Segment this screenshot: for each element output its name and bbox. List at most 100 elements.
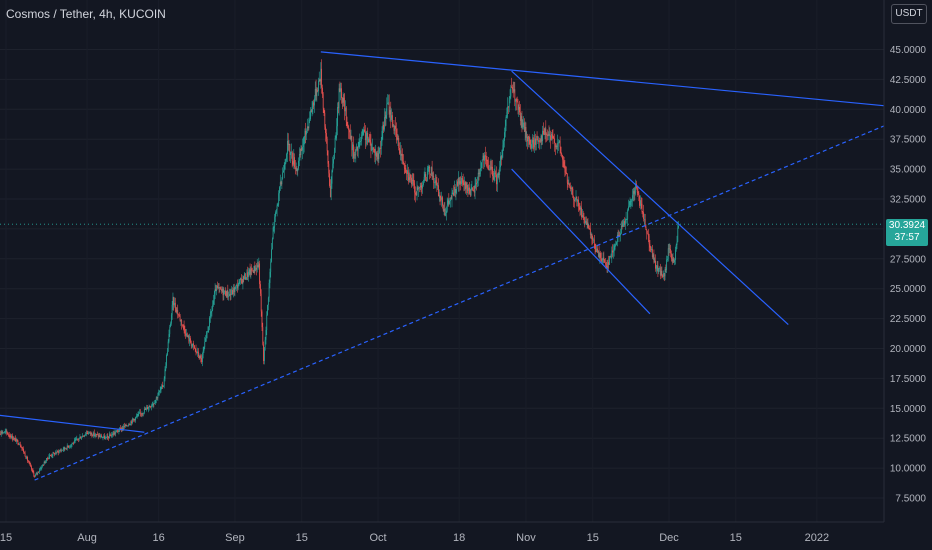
candle-body: [488, 168, 490, 170]
candle-body: [131, 421, 133, 423]
candle-body: [256, 267, 257, 270]
candle-body: [540, 135, 542, 142]
candle-body: [638, 193, 640, 196]
candle-body: [265, 330, 267, 340]
candle-body: [586, 222, 588, 225]
trendline[interactable]: [511, 168, 651, 315]
dashed-support-trendline[interactable]: [34, 125, 884, 481]
candle-body: [81, 437, 82, 439]
candle-body: [372, 147, 374, 149]
candle-body: [615, 244, 617, 246]
candle-body: [80, 437, 82, 439]
candle-body: [320, 68, 322, 82]
candle-body: [512, 89, 514, 92]
currency-button[interactable]: USDT: [891, 4, 927, 24]
candle-body: [558, 142, 559, 144]
candle-body: [477, 172, 479, 182]
candle-body: [574, 199, 575, 202]
candle-body: [591, 233, 593, 240]
candle-body: [364, 129, 365, 132]
trendline[interactable]: [0, 408, 145, 433]
candle-body: [391, 115, 392, 120]
candle-body: [30, 464, 32, 467]
candle-body: [166, 355, 167, 366]
candle-body: [550, 135, 551, 141]
candle-body: [581, 215, 583, 218]
candle-body: [366, 132, 368, 139]
candle-body: [244, 273, 245, 280]
price-tick-label: 40.0000: [890, 105, 927, 116]
candle-body: [138, 413, 140, 415]
candle-body: [390, 110, 392, 120]
candle-body: [136, 415, 138, 417]
candle-body: [118, 431, 120, 432]
candle-body: [610, 256, 612, 258]
candle-body: [474, 184, 476, 193]
candle-body: [582, 215, 584, 217]
candle-body: [416, 187, 418, 196]
candle-body: [480, 168, 482, 171]
candle-body: [452, 192, 454, 194]
candle-body: [345, 107, 346, 112]
candle-body: [269, 271, 271, 283]
candle-body: [628, 204, 630, 207]
candle-body: [216, 285, 218, 291]
candle-body: [6, 430, 8, 433]
candle-body: [190, 338, 191, 343]
candle-body: [11, 435, 13, 440]
candle-body: [43, 461, 45, 466]
candle-body: [15, 438, 16, 442]
candle-body: [496, 174, 497, 185]
candle-body: [240, 278, 241, 281]
candle-body: [484, 155, 485, 161]
time-tick-label: 2022: [805, 532, 829, 544]
trendline[interactable]: [320, 51, 884, 107]
candle-body: [19, 444, 20, 446]
candle-body: [454, 186, 456, 193]
candle-body: [588, 227, 590, 229]
candle-body: [370, 141, 372, 151]
candle-body: [328, 163, 330, 174]
trendlines[interactable]: [0, 51, 884, 481]
candle-body: [194, 348, 196, 349]
candle-body: [140, 413, 142, 415]
candle-body: [486, 159, 488, 161]
candle-body: [387, 102, 389, 104]
candle-body: [420, 185, 422, 188]
candle-body: [189, 338, 191, 342]
candle-body: [401, 154, 403, 156]
candle-body: [417, 187, 419, 190]
candle-body: [175, 308, 177, 312]
candle-body: [196, 351, 198, 354]
candle-body: [191, 344, 193, 346]
candle-body: [213, 300, 214, 305]
candle-body: [577, 199, 579, 202]
candle-body: [263, 347, 265, 361]
candle-body: [103, 435, 105, 438]
candle-body: [609, 256, 610, 265]
candle-body: [354, 154, 356, 156]
time-axis[interactable]: 15 Aug 16 Sep 15 Oct 18 Nov 15 Dec 15 2022: [0, 532, 829, 544]
trendline[interactable]: [511, 70, 789, 326]
price-tick-label: 15.0000: [890, 404, 927, 415]
candle-body: [650, 247, 652, 251]
candle-body: [132, 418, 133, 423]
candle-body: [617, 234, 619, 237]
candle-body: [356, 146, 358, 151]
candle-body: [470, 187, 472, 196]
candle-body: [298, 154, 300, 161]
price-axis[interactable]: 7.5000 10.0000 12.5000 15.0000 17.5000 20.000…: [890, 45, 927, 505]
candle-body: [151, 405, 152, 407]
candle-body: [60, 450, 62, 452]
candle-body: [423, 176, 425, 183]
candle-body: [493, 172, 495, 180]
candle-body: [314, 88, 316, 99]
candle-body: [419, 185, 421, 188]
candle-body: [542, 130, 544, 142]
candle-body: [88, 432, 90, 434]
candle-body: [460, 181, 462, 185]
candle-body: [515, 99, 517, 102]
candle-body: [517, 102, 519, 110]
candle-body: [575, 196, 577, 199]
